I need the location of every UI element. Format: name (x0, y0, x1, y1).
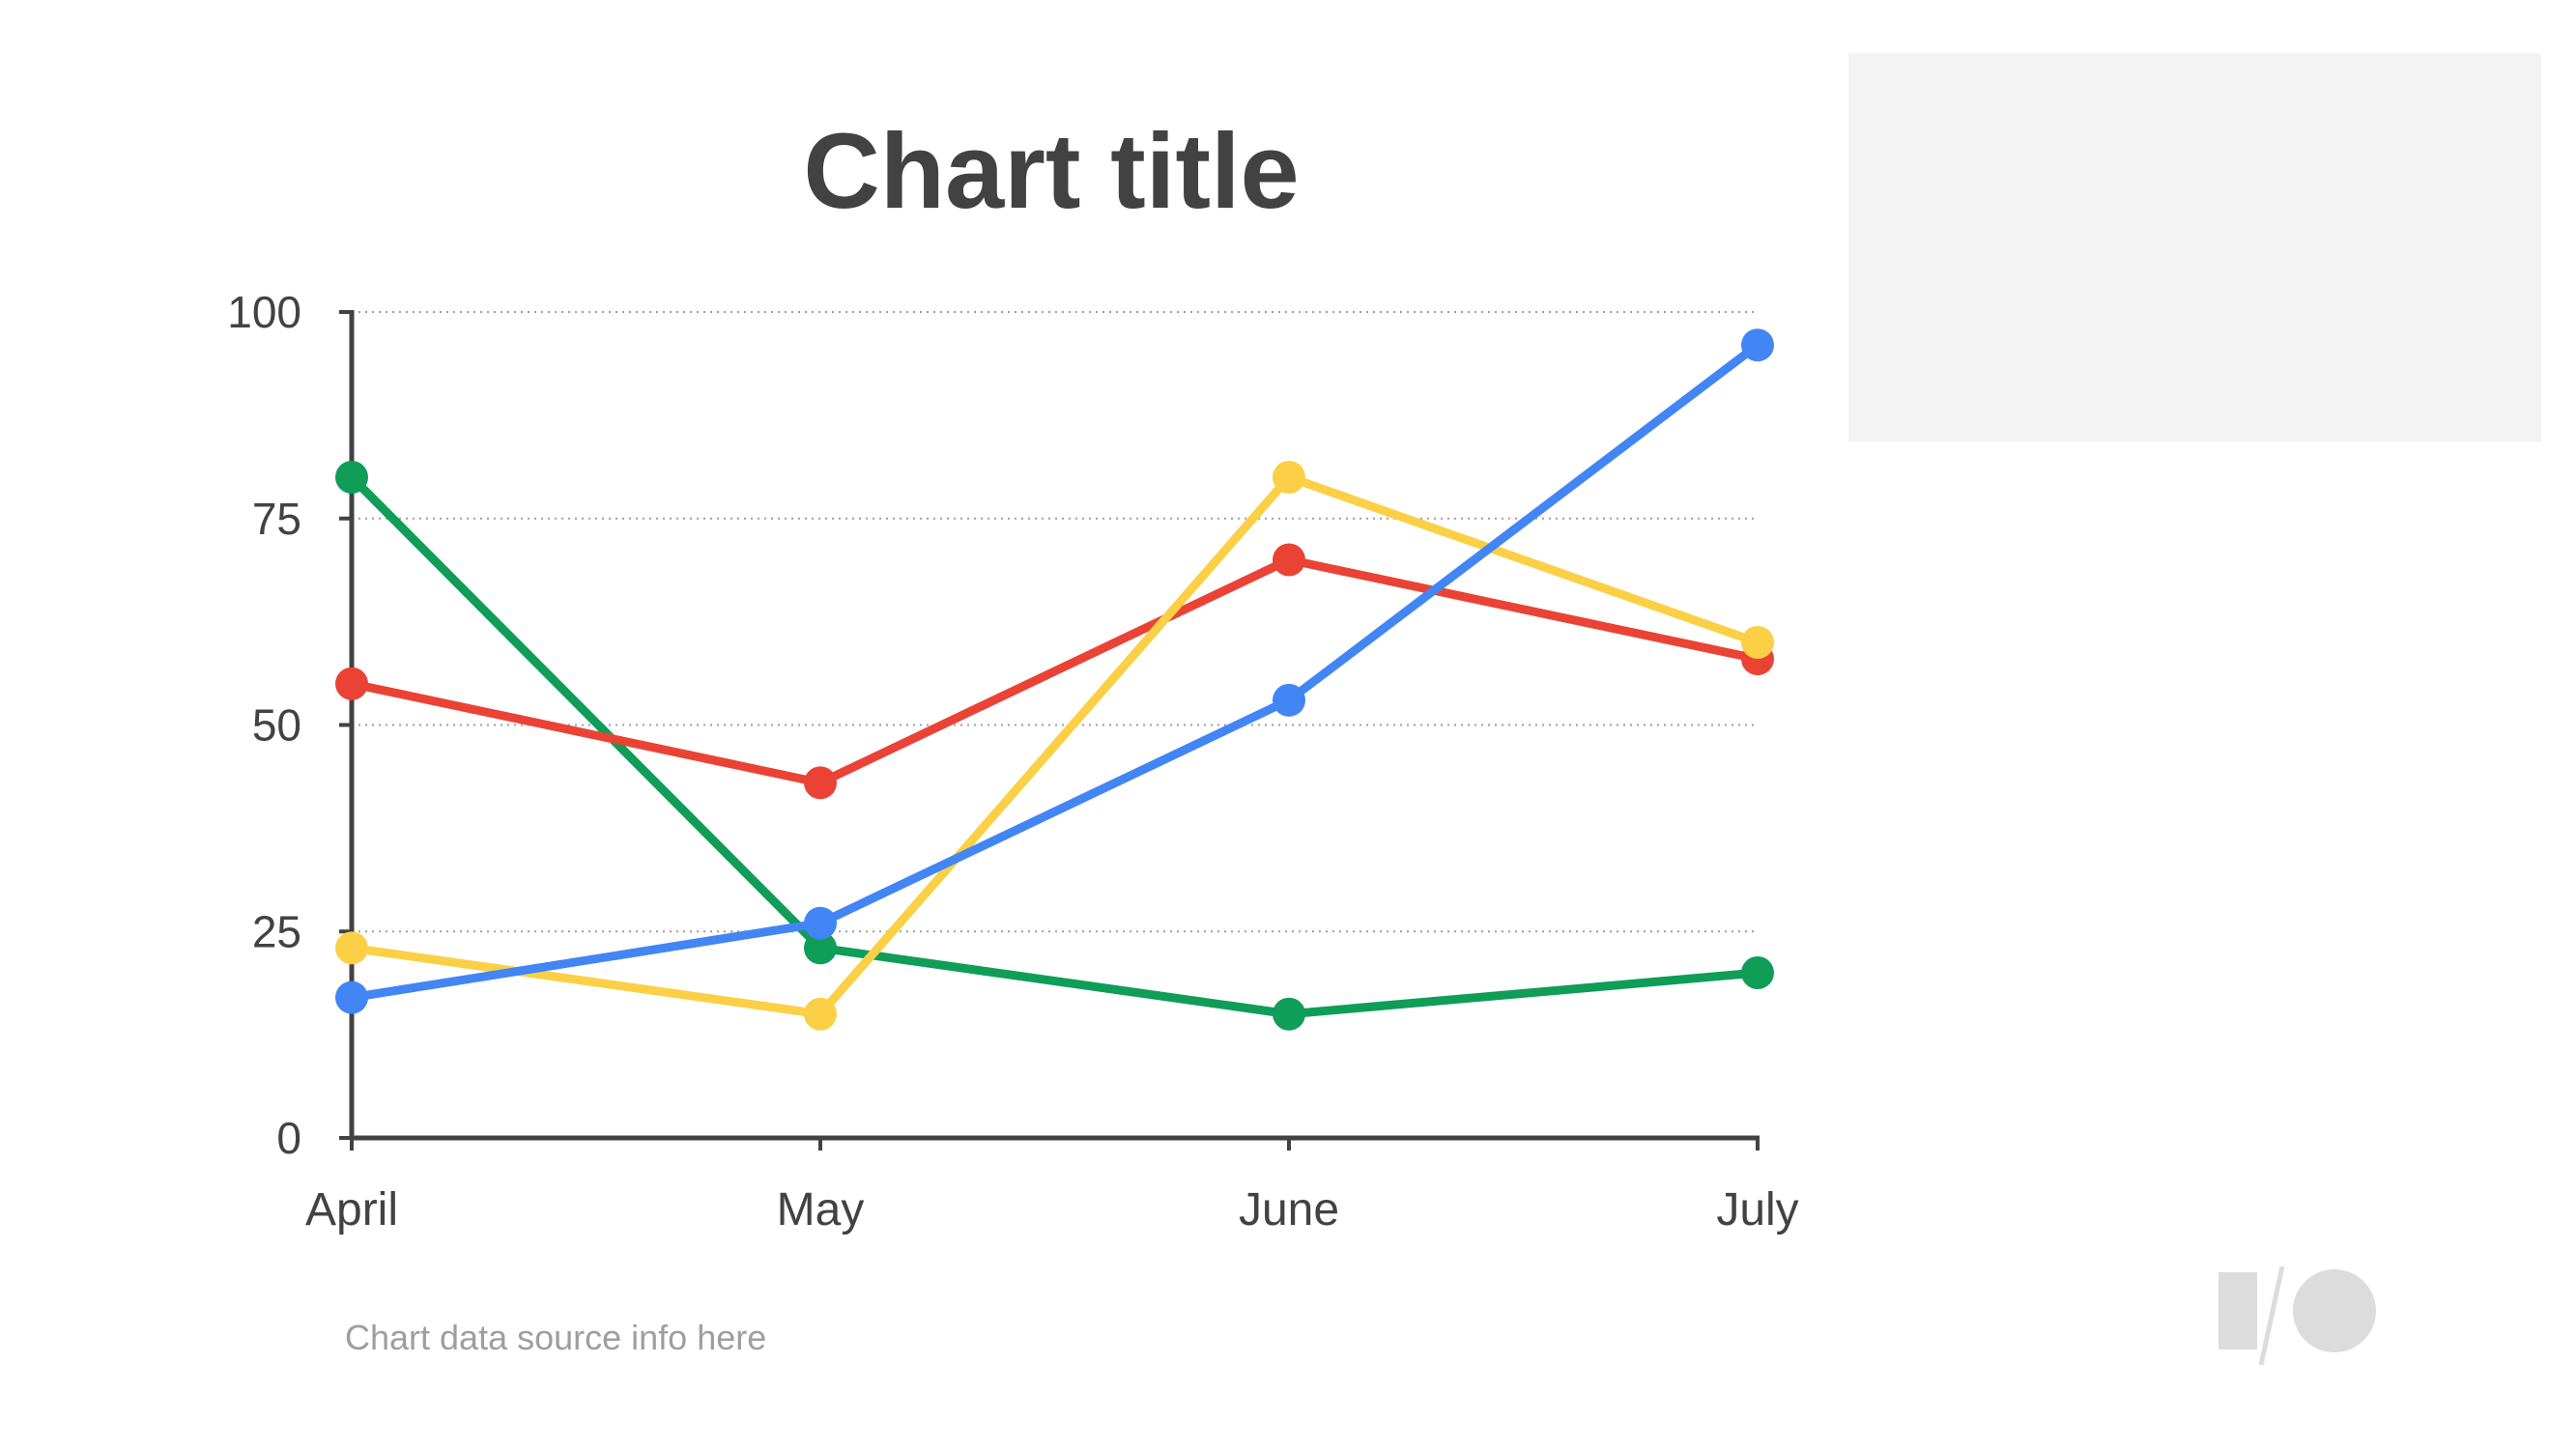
series-lines (335, 328, 1774, 1031)
data-point (1741, 626, 1774, 659)
y-tick-label: 75 (252, 494, 301, 544)
series-2 (335, 543, 1774, 800)
x-tick-label: May (777, 1184, 865, 1236)
series-line (347, 340, 1762, 1003)
series-3 (335, 461, 1774, 1031)
data-point (335, 931, 368, 965)
series-line (347, 472, 1762, 1019)
data-point (1741, 328, 1774, 362)
chart-source-note: Chart data source info here (345, 1318, 767, 1357)
data-point (335, 461, 368, 494)
legend-panel (1848, 53, 2541, 441)
data-point (335, 980, 368, 1014)
y-tick-label: 25 (252, 906, 301, 956)
gridlines (352, 311, 1758, 933)
data-point (804, 766, 837, 800)
y-tick-label: 50 (252, 700, 301, 751)
data-point (804, 997, 837, 1031)
tick-labels: 0 25 50 75 100 April May June July (227, 287, 1798, 1236)
data-point (1741, 956, 1774, 989)
series-line (347, 555, 1762, 787)
x-tick-label: July (1716, 1184, 1798, 1236)
series-4 (335, 328, 1774, 1014)
data-point (1273, 543, 1305, 577)
data-point (1273, 461, 1305, 494)
data-point (1273, 683, 1305, 717)
data-point (1273, 997, 1305, 1031)
y-tick-label: 0 (276, 1113, 301, 1163)
data-point (804, 931, 837, 965)
y-tick-label: 100 (227, 287, 301, 337)
x-tick-label: June (1239, 1184, 1339, 1236)
data-point (335, 667, 368, 700)
google-io-logo-icon (2218, 1266, 2376, 1366)
series-1 (335, 461, 1774, 1031)
data-point (804, 906, 837, 940)
series-line (347, 472, 1762, 1019)
x-tick-label: April (305, 1184, 398, 1236)
chart-title: Chart title (803, 112, 1299, 231)
